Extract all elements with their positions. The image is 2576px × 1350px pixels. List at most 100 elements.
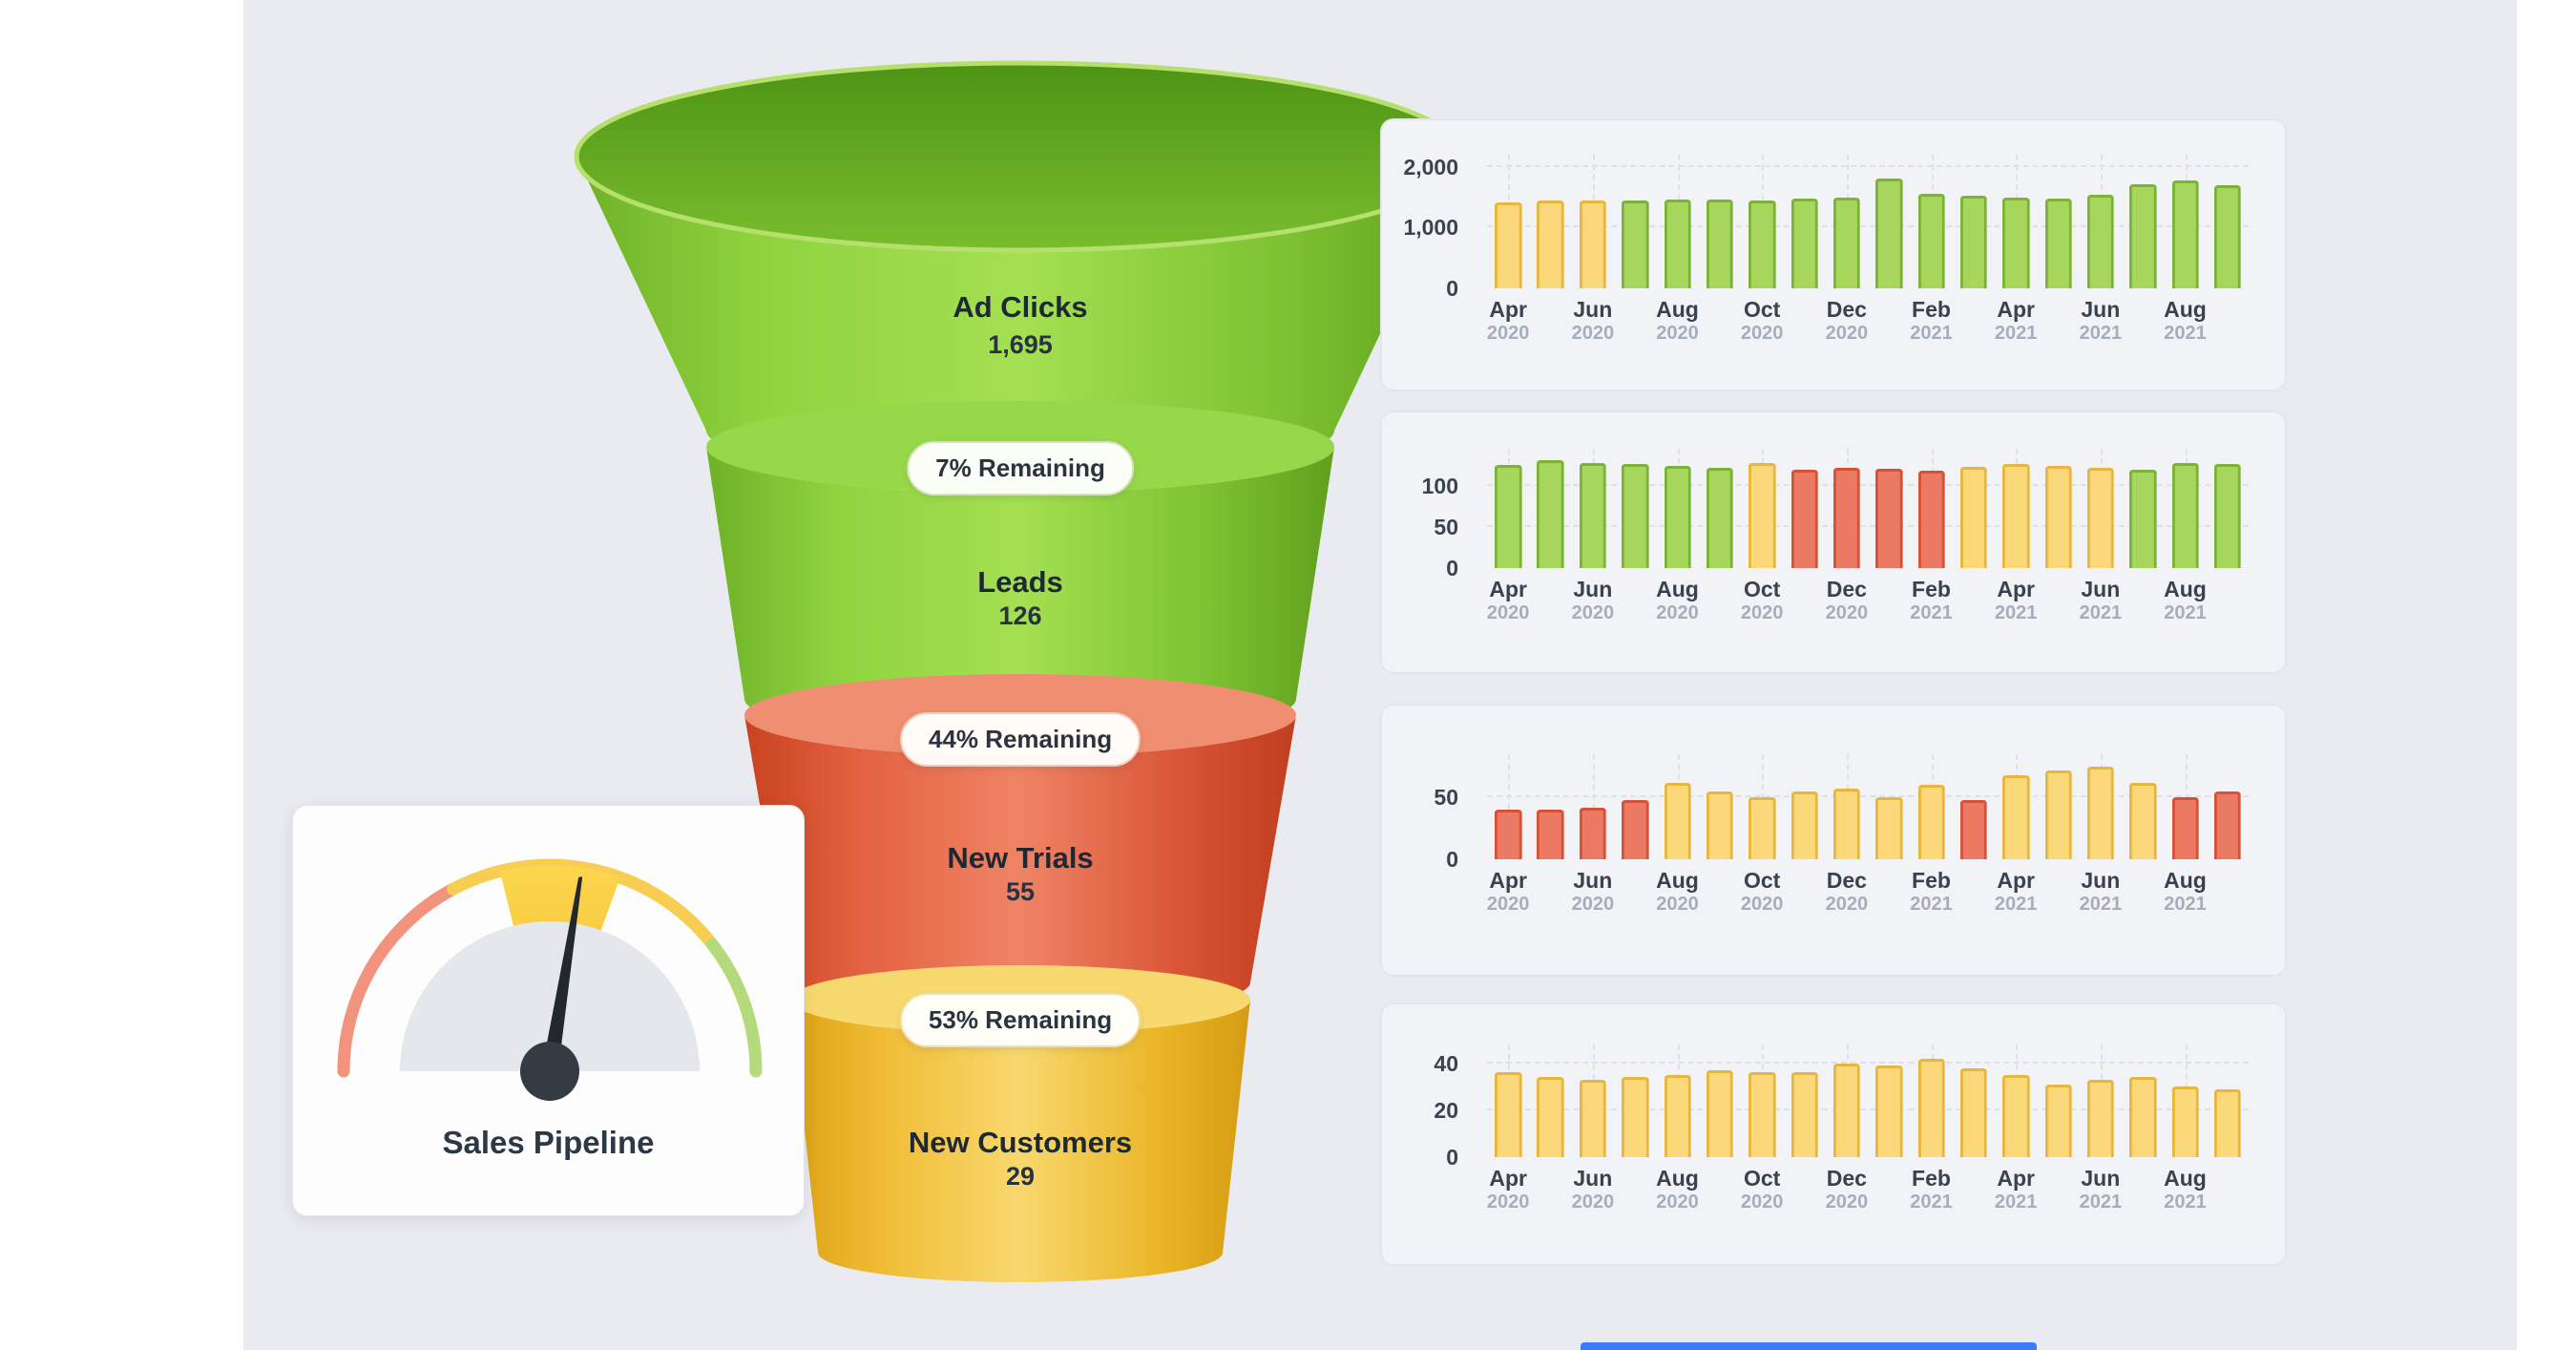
bar-apr-2020[interactable] xyxy=(1494,202,1522,288)
x-tick-year: 2020 xyxy=(1486,893,1530,915)
bar-jul-2021[interactable] xyxy=(2128,783,2157,859)
x-tick-month: Aug xyxy=(1656,297,1699,322)
bar-apr-2021[interactable] xyxy=(2001,775,2030,859)
bar-aug-2020[interactable] xyxy=(1664,1075,1691,1157)
bar-jul-2021[interactable] xyxy=(2128,184,2157,288)
bar-jun-2020[interactable] xyxy=(1579,463,1607,568)
bar-sep-2020[interactable] xyxy=(1706,1070,1734,1157)
funnel-stage-leads-shape[interactable] xyxy=(706,447,1334,740)
bar-apr-2021[interactable] xyxy=(2001,198,2030,288)
bar-feb-2021[interactable] xyxy=(1917,194,1945,288)
bar-jun-2021[interactable] xyxy=(2086,767,2115,859)
bar-may-2020[interactable] xyxy=(1537,1077,1564,1157)
bar-jan-2021[interactable] xyxy=(1874,797,1903,859)
bar-aug-2021[interactable] xyxy=(2171,180,2199,288)
bar-jul-2020[interactable] xyxy=(1621,200,1649,288)
x-tick-label: Jun 2020 xyxy=(1572,577,1615,623)
bar-apr-2020[interactable] xyxy=(1494,1072,1522,1157)
bar-dec-2020[interactable] xyxy=(1833,468,1861,568)
bar-mar-2021[interactable] xyxy=(1959,800,1988,859)
bar-jul-2020[interactable] xyxy=(1621,1077,1649,1157)
bar-jul-2020[interactable] xyxy=(1621,800,1649,859)
bar-jul-2021[interactable] xyxy=(2128,1077,2157,1157)
x-tick-month: Oct xyxy=(1743,1166,1781,1191)
bar-aug-2021[interactable] xyxy=(2171,797,2199,859)
x-tick-year: 2020 xyxy=(1656,601,1699,623)
bar-nov-2020[interactable] xyxy=(1791,470,1818,568)
bar-feb-2021[interactable] xyxy=(1917,471,1945,568)
bar-sep-2021[interactable] xyxy=(2213,1089,2242,1157)
x-tick-label: Dec 2020 xyxy=(1826,297,1869,344)
x-tick-month: Dec xyxy=(1826,868,1867,893)
bar-nov-2020[interactable] xyxy=(1791,199,1818,288)
bar-may-2021[interactable] xyxy=(2044,199,2072,288)
bar-jun-2021[interactable] xyxy=(2086,468,2115,568)
x-tick-label: Feb 2021 xyxy=(1910,577,1953,623)
bar-oct-2020[interactable] xyxy=(1748,1072,1776,1157)
bar-may-2021[interactable] xyxy=(2044,466,2072,568)
bar-jan-2021[interactable] xyxy=(1874,179,1903,288)
bar-nov-2020[interactable] xyxy=(1791,791,1818,859)
funnel-stage-new-trials-shape[interactable] xyxy=(744,715,1296,1017)
bar-apr-2020[interactable] xyxy=(1494,810,1522,859)
x-tick-month: Dec xyxy=(1826,297,1867,322)
bar-feb-2021[interactable] xyxy=(1917,1059,1945,1157)
bar-apr-2020[interactable] xyxy=(1494,465,1522,568)
bar-jul-2021[interactable] xyxy=(2128,470,2157,568)
ad-clicks-bar-chart: 0 1,000 2,000 Apr 2020 Jun 2020 Aug 2020 Oct 2020… xyxy=(1382,120,2285,390)
x-tick-month: Feb xyxy=(1912,297,1951,322)
bar-jan-2021[interactable] xyxy=(1874,1065,1903,1157)
bar-jun-2020[interactable] xyxy=(1579,1080,1607,1157)
bar-nov-2020[interactable] xyxy=(1791,1072,1818,1157)
bar-aug-2020[interactable] xyxy=(1664,783,1691,859)
bar-sep-2021[interactable] xyxy=(2213,185,2242,288)
x-tick-year: 2020 xyxy=(1571,322,1615,344)
x-tick-year: 2021 xyxy=(1910,893,1953,915)
bar-may-2021[interactable] xyxy=(2044,1085,2072,1157)
x-tick-month: Oct xyxy=(1743,868,1781,893)
bar-jun-2020[interactable] xyxy=(1579,808,1607,859)
bar-sep-2020[interactable] xyxy=(1706,791,1734,859)
bar-may-2020[interactable] xyxy=(1537,810,1564,859)
bar-aug-2020[interactable] xyxy=(1664,466,1691,568)
funnel-value-leads: 126 xyxy=(998,601,1042,630)
funnel-stage-new-customers-shape[interactable] xyxy=(790,1000,1250,1282)
bar-aug-2021[interactable] xyxy=(2171,1086,2199,1157)
bar-sep-2020[interactable] xyxy=(1706,468,1734,568)
bar-feb-2021[interactable] xyxy=(1917,785,1945,859)
bar-apr-2021[interactable] xyxy=(2001,464,2030,568)
bar-oct-2020[interactable] xyxy=(1748,797,1776,859)
bar-oct-2020[interactable] xyxy=(1748,463,1776,568)
bar-jun-2021[interactable] xyxy=(2086,1080,2115,1157)
funnel-value-new-customers: 29 xyxy=(1005,1162,1036,1191)
bar-sep-2021[interactable] xyxy=(2213,464,2242,568)
x-tick-year: 2020 xyxy=(1656,1191,1699,1213)
bar-aug-2021[interactable] xyxy=(2171,463,2199,568)
bar-jun-2020[interactable] xyxy=(1579,200,1607,288)
x-tick-year: 2021 xyxy=(2164,322,2207,344)
bar-dec-2020[interactable] xyxy=(1833,198,1861,288)
bar-jul-2020[interactable] xyxy=(1621,464,1649,568)
x-tick-year: 2021 xyxy=(1994,322,2038,344)
bar-may-2020[interactable] xyxy=(1537,460,1564,568)
bar-mar-2021[interactable] xyxy=(1959,1068,1988,1157)
bottom-scrollbar[interactable] xyxy=(1581,1342,2037,1350)
bar-dec-2020[interactable] xyxy=(1833,789,1861,859)
bar-jan-2021[interactable] xyxy=(1874,469,1903,568)
y-tick-label: 50 xyxy=(1434,514,1458,539)
bar-jun-2021[interactable] xyxy=(2086,195,2115,288)
bar-mar-2021[interactable] xyxy=(1959,196,1988,288)
bar-dec-2020[interactable] xyxy=(1833,1064,1861,1157)
bar-sep-2020[interactable] xyxy=(1706,200,1734,288)
x-tick-year: 2021 xyxy=(1910,1191,1953,1213)
funnel-stage-ad-clicks-shape[interactable] xyxy=(576,157,1464,476)
bar-mar-2021[interactable] xyxy=(1959,467,1988,568)
bar-may-2021[interactable] xyxy=(2044,770,2072,859)
x-tick-label: Feb 2021 xyxy=(1910,868,1953,915)
bar-aug-2020[interactable] xyxy=(1664,200,1691,288)
bar-sep-2021[interactable] xyxy=(2213,791,2242,859)
x-tick-month: Aug xyxy=(2164,868,2207,893)
bar-oct-2020[interactable] xyxy=(1748,200,1776,288)
bar-apr-2021[interactable] xyxy=(2001,1075,2030,1157)
bar-may-2020[interactable] xyxy=(1537,200,1564,288)
